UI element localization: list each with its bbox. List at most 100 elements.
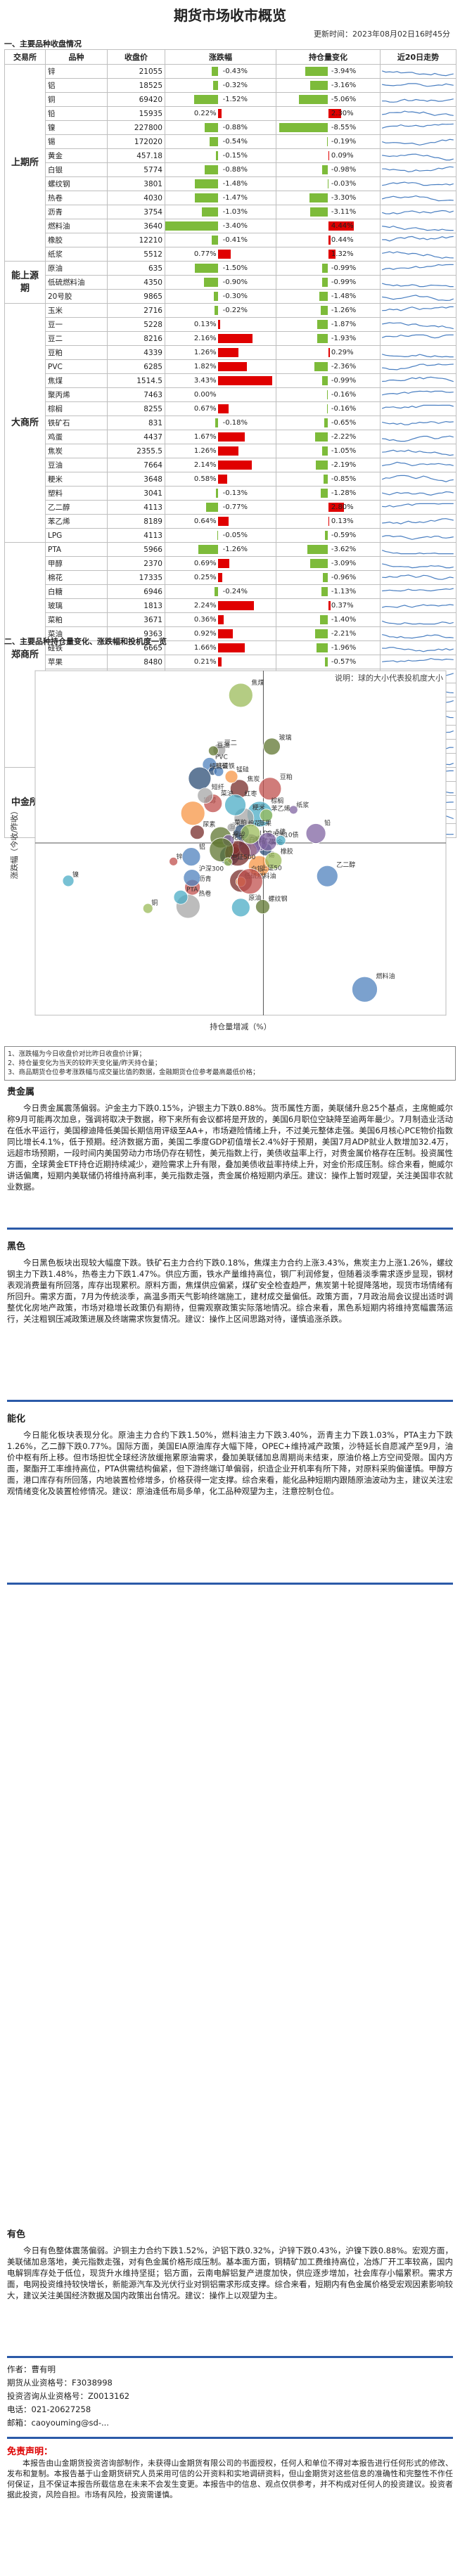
change-bar [205,123,219,132]
change-cell: 0.58% [165,472,276,487]
close-price: 227800 [108,121,165,135]
metals-text: 今日有色整体震荡偏弱。沪铜主力合约下跌1.52%，沪铝下跌0.32%，沪锌下跌0… [7,2245,453,2301]
oi-change-cell: -0.99% [276,374,381,388]
oi-change-cell: -2.21% [276,627,381,641]
sparkline [381,487,456,500]
bubble-point [198,788,213,804]
change-bar [165,221,219,231]
email[interactable]: 邮箱：caoyouming@sd-... [7,2416,129,2430]
sparkline-cell [381,613,456,627]
sparkline-cell [381,121,456,135]
sparkline-cell [381,360,456,374]
change-label: 1.26% [194,346,217,359]
black-heading: 黑色 [7,1242,453,1253]
oi-change-bar [328,517,329,526]
exchange-name: 上期所 [5,65,46,262]
product-name: 镍 [46,121,108,135]
sparkline [381,192,456,205]
invest-license-no: 投资咨询从业资格号：Z0013162 [7,2390,129,2403]
exchange-name: 大商所 [5,304,46,543]
sparkline-cell [381,177,456,191]
change-cell: 1.26% [165,346,276,360]
oi-change-cell: -1.93% [276,332,381,346]
bubble-point [174,890,188,904]
oi-change-label: -0.98% [331,163,356,176]
sparkline-cell [381,402,456,416]
sparkline-cell [381,472,456,487]
bubble-label: 螺纹钢 [268,895,287,903]
sparkline [381,501,456,514]
change-cell: -0.24% [165,585,276,599]
contact-info: 作者：曹有明 期货从业资格号：F3038998 投资咨询从业资格号：Z00131… [7,2363,129,2430]
bubble-label: 纸浆 [296,801,309,809]
oi-change-cell: 0.09% [276,149,381,163]
oi-change-bar [310,81,328,90]
oi-change-cell: 1.32% [276,247,381,262]
oi-change-cell: -2.36% [276,360,381,374]
close-price: 7664 [108,458,165,472]
oi-change-cell: -1.87% [276,318,381,332]
sparkline [381,431,456,444]
close-price: 3801 [108,177,165,191]
divider [7,2437,453,2439]
note-line: 3、商品期货仓位参考涨跌幅与成交量比值的数据，金融期货仓位参考最高最低价格； [8,1068,452,1077]
section-heading-2: 二、主要品种持仓量变化、涨跌幅和投机度一览 [4,636,167,647]
close-price: 8189 [108,515,165,529]
product-name: 豆粕 [46,346,108,360]
product-name: 塑料 [46,487,108,501]
x-axis-label: 持仓量增减（%） [210,1022,271,1031]
sparkline-cell [381,65,456,79]
sparkline [381,122,456,134]
oi-change-bar [317,320,328,329]
close-price: 21055 [108,65,165,79]
product-name: 豆二 [46,332,108,346]
oi-change-bar [310,559,328,568]
change-bar [218,446,238,456]
oi-change-bar [328,601,331,610]
bubble-label: 锌 [177,852,183,861]
close-price: 1813 [108,599,165,613]
sparkline-cell [381,247,456,262]
change-cell: -0.43% [165,65,276,79]
sparkline-cell [381,430,456,444]
change-label: -1.50% [223,262,248,275]
product-name: 纸浆 [46,247,108,262]
oi-change-bar [317,334,328,343]
metals-section: 有色 今日有色整体震荡偏弱。沪铜主力合约下跌1.52%，沪铝下跌0.32%，沪锌… [7,2229,453,2301]
oi-change-label: -1.28% [331,487,356,500]
product-name: 锌 [46,65,108,79]
oi-change-bar [322,264,328,273]
oi-change-cell: 2.80% [276,501,381,515]
oi-change-bar [315,629,328,638]
note-line: 2、持仓量变化为当天的较昨天变化量/昨天持仓量； [8,1059,452,1068]
bubble-label: 焦炭 [247,775,260,783]
close-price: 3041 [108,487,165,501]
sparkline-cell [381,374,456,388]
bubble-label: 硅铁 [222,761,235,770]
oi-change-cell: -5.06% [276,93,381,107]
close-price: 5966 [108,543,165,557]
product-name: 白银 [46,163,108,177]
change-bar [218,601,253,610]
energy-heading: 能化 [7,1414,453,1425]
bubble-point [182,848,200,866]
change-label: -1.03% [223,205,248,219]
sparkline-cell [381,163,456,177]
oi-change-label: 2.30% [331,107,354,120]
oi-change-bar [328,151,329,160]
bubble-point [229,683,253,707]
change-label: 0.64% [194,515,217,528]
product-name: 黄金 [46,149,108,163]
close-price: 5512 [108,247,165,262]
energy-section: 能化 今日能化板块表现分化。原油主力合约下跌1.50%，燃料油主力下跌3.40%… [7,1414,453,1497]
change-bar [217,531,218,540]
change-cell: 0.69% [165,557,276,571]
close-price: 1514.5 [108,374,165,388]
oi-change-cell: -0.85% [276,472,381,487]
sparkline-cell [381,262,456,276]
oi-change-label: 0.13% [331,515,354,528]
